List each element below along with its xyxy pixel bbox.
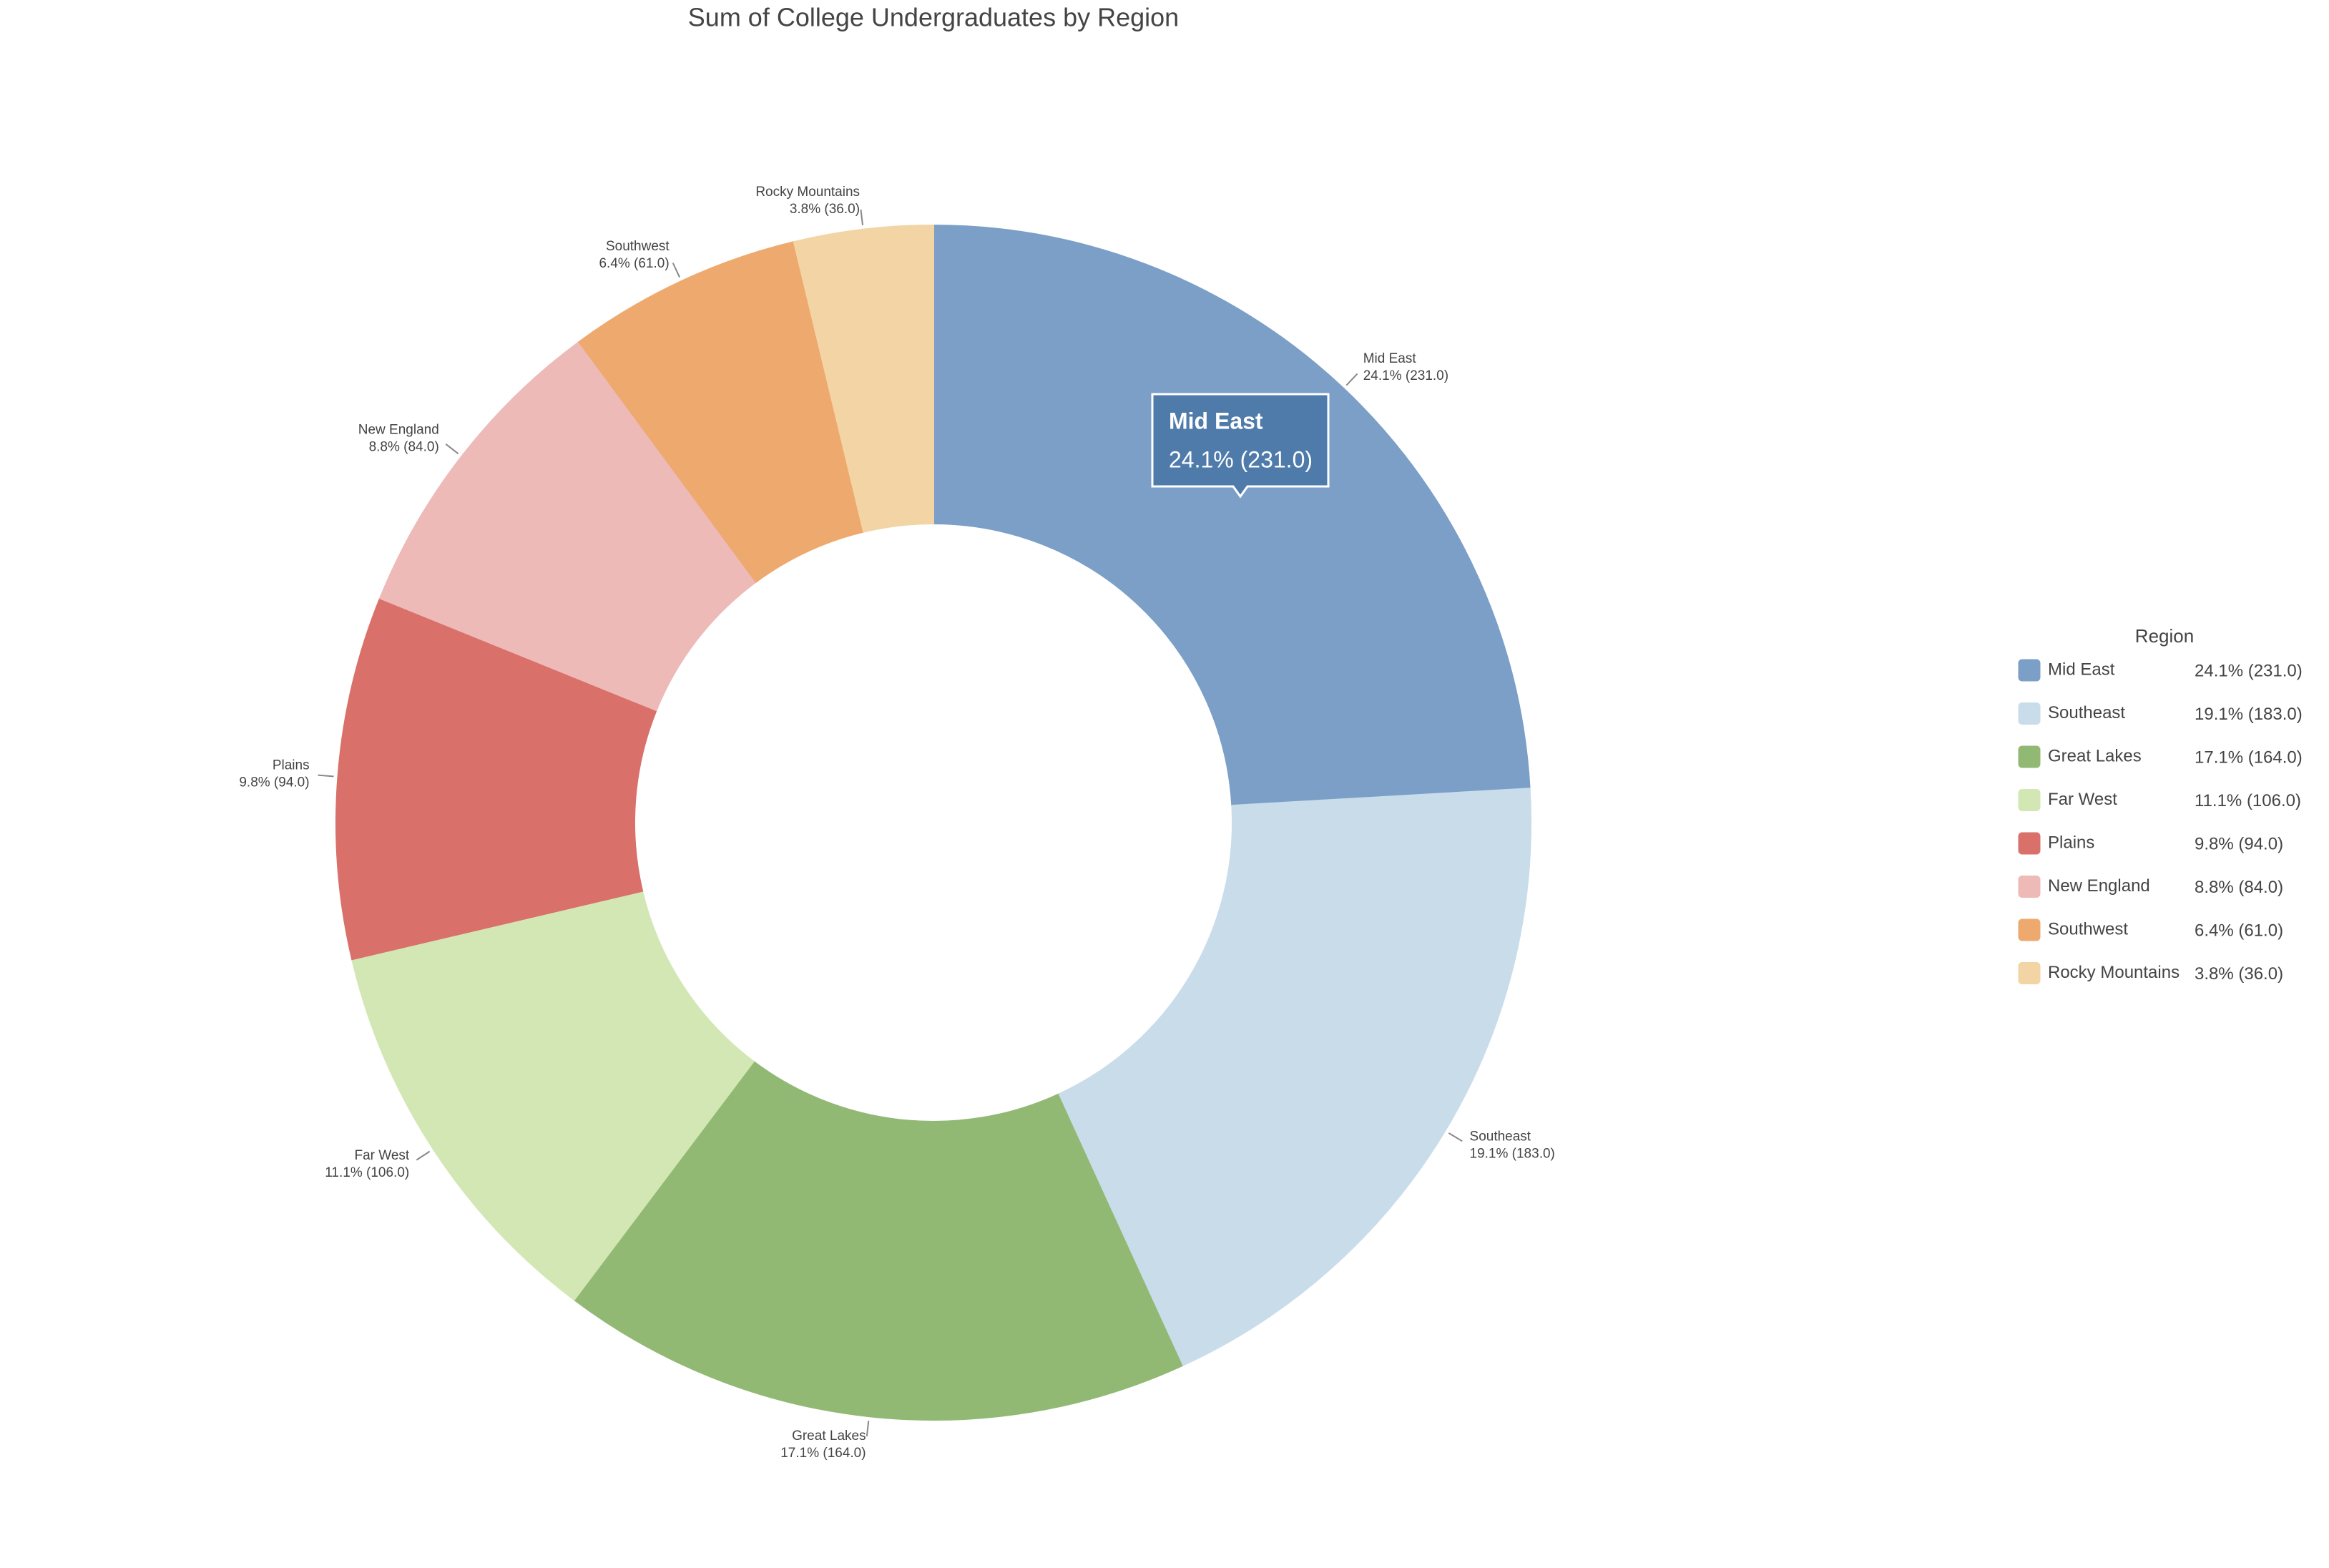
slice-label-name: Great Lakes — [792, 1429, 866, 1444]
legend-swatch — [2018, 745, 2041, 768]
legend-label: Far West — [2048, 790, 2117, 809]
leader-line — [1448, 1132, 1463, 1142]
leader-line — [416, 1150, 431, 1161]
legend-label: Southeast — [2048, 703, 2125, 722]
legend-swatch — [2018, 702, 2041, 725]
chart-title: Sum of College Undergraduates by Region — [688, 3, 1179, 32]
slice-label-name: Far West — [355, 1148, 410, 1163]
tooltip: Mid East 24.1% (231.0) — [1151, 393, 1330, 499]
slice-label-name: New England — [358, 422, 439, 437]
slice — [1056, 788, 1532, 1367]
slice-label-value: 3.8% (36.0) — [790, 202, 860, 217]
slice-label-name: Southwest — [606, 239, 670, 254]
slice — [573, 1060, 1183, 1421]
legend-value: 9.8% (94.0) — [2195, 834, 2283, 853]
legend-swatch — [2018, 918, 2041, 941]
legend-value: 8.8% (84.0) — [2195, 878, 2283, 897]
legend-label: Great Lakes — [2048, 746, 2142, 765]
leader-line — [445, 444, 459, 455]
legend-value: 3.8% (36.0) — [2195, 964, 2283, 984]
slice-label-value: 9.8% (94.0) — [239, 775, 309, 790]
legend-label: Mid East — [2048, 660, 2115, 679]
leader-line — [1345, 373, 1358, 386]
slice-label-name: Southeast — [1470, 1130, 1531, 1145]
slice-label-value: 19.1% (183.0) — [1470, 1147, 1555, 1162]
slices — [335, 224, 1532, 1421]
leader-line — [318, 774, 334, 778]
legend-value: 17.1% (164.0) — [2195, 748, 2303, 767]
slice — [933, 224, 1531, 807]
legend-value: 11.1% (106.0) — [2195, 791, 2301, 810]
slice-labels: Mid East 24.1% (231.0) Southeast 19.1% (183… — [239, 185, 1555, 1461]
legend-value: 24.1% (231.0) — [2195, 661, 2303, 680]
legend-label: Rocky Mountains — [2048, 963, 2180, 982]
legend-swatch — [2018, 962, 2041, 984]
slice — [793, 224, 934, 533]
slice-label-name: Mid East — [1363, 351, 1417, 366]
legend-title: Region — [2135, 625, 2194, 647]
legend-swatch — [2018, 789, 2041, 811]
legend: Region Mid East 24.1% (231.0) Southeast 19.… — [2018, 625, 2303, 984]
legend-swatch — [2018, 876, 2041, 898]
leader-line — [672, 263, 680, 278]
leader-line — [866, 1420, 870, 1437]
slice — [378, 340, 757, 712]
slice-label-value: 17.1% (164.0) — [780, 1446, 866, 1461]
slice-label-value: 6.4% (61.0) — [599, 256, 669, 271]
legend-swatch — [2018, 659, 2041, 682]
legend-label: Southwest — [2048, 919, 2128, 939]
leader-line — [860, 209, 864, 225]
slice — [335, 597, 657, 961]
legend-value: 19.1% (183.0) — [2195, 705, 2303, 724]
slice-label-name: Rocky Mountains — [755, 185, 860, 200]
legend-value: 6.4% (61.0) — [2195, 921, 2283, 940]
tooltip-value: 24.1% (231.0) — [1169, 446, 1313, 472]
tooltip-box — [1151, 393, 1330, 499]
slice-label-name: Plains — [273, 758, 310, 773]
legend-swatch — [2018, 832, 2041, 855]
slice-label-value: 8.8% (84.0) — [369, 439, 439, 454]
slice-label-value: 11.1% (106.0) — [325, 1165, 409, 1180]
slice — [350, 890, 755, 1301]
legend-label: Plains — [2048, 833, 2094, 852]
legend-label: New England — [2048, 876, 2150, 896]
tooltip-title: Mid East — [1169, 408, 1263, 433]
slice-label-value: 24.1% (231.0) — [1363, 368, 1448, 383]
